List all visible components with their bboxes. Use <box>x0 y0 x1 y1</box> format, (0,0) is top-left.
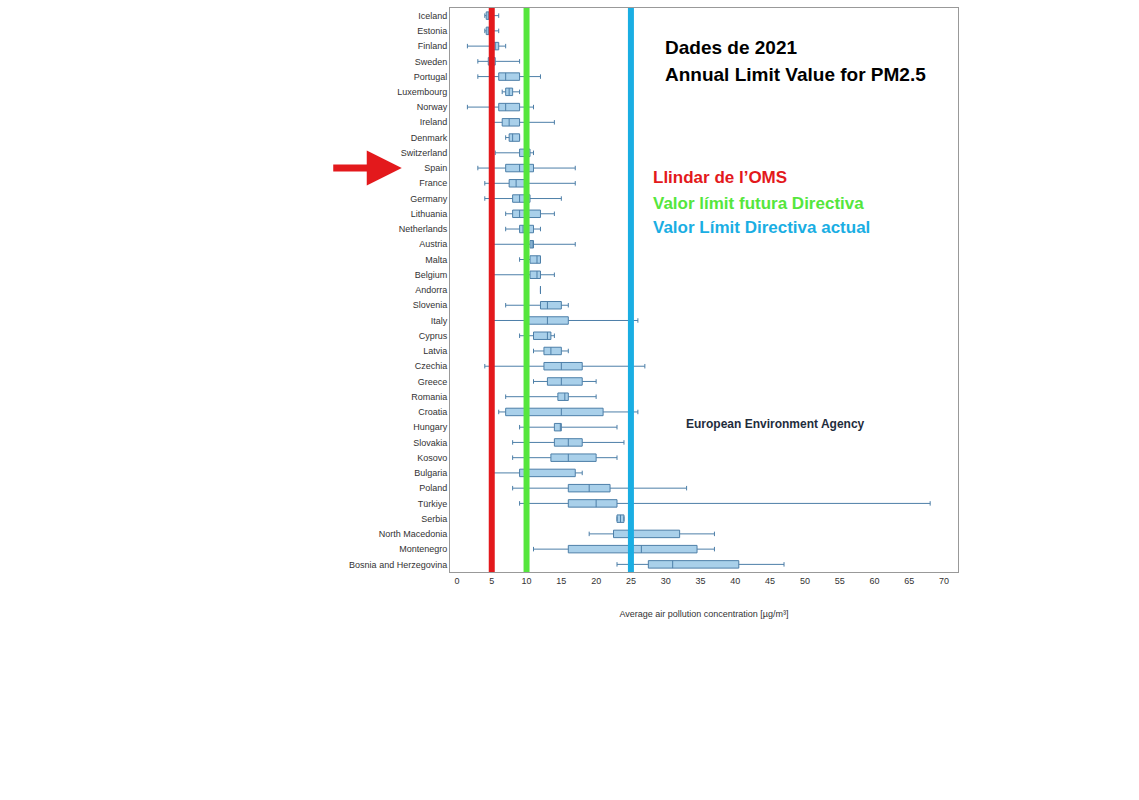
svg-text:Valor Límit Directiva actual: Valor Límit Directiva actual <box>653 218 870 237</box>
svg-text:10: 10 <box>522 576 532 586</box>
svg-text:Lithuania: Lithuania <box>411 209 448 219</box>
svg-text:50: 50 <box>800 576 810 586</box>
svg-text:Annual Limit Value for PM2.5: Annual Limit Value for PM2.5 <box>665 64 926 85</box>
svg-text:Denmark: Denmark <box>411 133 448 143</box>
svg-text:Serbia: Serbia <box>421 514 447 524</box>
svg-text:65: 65 <box>904 576 914 586</box>
svg-text:25: 25 <box>626 576 636 586</box>
svg-text:Andorra: Andorra <box>415 285 447 295</box>
svg-text:Ireland: Ireland <box>420 117 448 127</box>
svg-text:Norway: Norway <box>417 102 448 112</box>
svg-text:Cyprus: Cyprus <box>419 331 448 341</box>
svg-text:Portugal: Portugal <box>414 72 448 82</box>
svg-text:France: France <box>419 178 447 188</box>
svg-text:Montenegro: Montenegro <box>399 544 447 554</box>
svg-text:20: 20 <box>591 576 601 586</box>
svg-text:35: 35 <box>696 576 706 586</box>
svg-text:Croatia: Croatia <box>418 407 447 417</box>
svg-text:North Macedonia: North Macedonia <box>379 529 448 539</box>
svg-text:Spain: Spain <box>424 163 447 173</box>
svg-text:70: 70 <box>939 576 949 586</box>
svg-text:Valor límit futura Directiva: Valor límit futura Directiva <box>653 194 864 213</box>
svg-text:Germany: Germany <box>410 194 448 204</box>
svg-text:Greece: Greece <box>418 377 448 387</box>
svg-text:Estonia: Estonia <box>417 26 447 36</box>
svg-text:Romania: Romania <box>411 392 447 402</box>
svg-text:Luxembourg: Luxembourg <box>397 87 447 97</box>
svg-text:Czechia: Czechia <box>415 361 448 371</box>
svg-text:Dades de 2021: Dades de 2021 <box>665 37 797 58</box>
svg-text:60: 60 <box>869 576 879 586</box>
svg-text:0: 0 <box>454 576 459 586</box>
svg-text:Llindar de l’OMS: Llindar de l’OMS <box>653 168 787 187</box>
svg-text:15: 15 <box>556 576 566 586</box>
svg-text:European Environment Agency: European Environment Agency <box>686 417 865 431</box>
svg-text:Netherlands: Netherlands <box>399 224 448 234</box>
svg-text:Iceland: Iceland <box>418 11 447 21</box>
svg-text:Malta: Malta <box>425 255 447 265</box>
svg-text:Finland: Finland <box>418 41 448 51</box>
svg-text:Slovakia: Slovakia <box>413 438 447 448</box>
svg-text:45: 45 <box>765 576 775 586</box>
svg-text:Bulgaria: Bulgaria <box>414 468 447 478</box>
svg-text:Sweden: Sweden <box>415 57 448 67</box>
svg-text:Hungary: Hungary <box>413 422 448 432</box>
svg-text:40: 40 <box>730 576 740 586</box>
svg-text:Türkiye: Türkiye <box>418 499 448 509</box>
svg-text:30: 30 <box>661 576 671 586</box>
svg-text:Switzerland: Switzerland <box>401 148 448 158</box>
svg-text:Belgium: Belgium <box>415 270 448 280</box>
svg-text:Slovenia: Slovenia <box>413 300 448 310</box>
svg-text:Italy: Italy <box>431 316 448 326</box>
svg-text:5: 5 <box>489 576 494 586</box>
svg-text:Bosnia and Herzegovina: Bosnia and Herzegovina <box>349 560 447 570</box>
svg-text:Kosovo: Kosovo <box>417 453 447 463</box>
svg-text:Latvia: Latvia <box>423 346 447 356</box>
svg-text:Poland: Poland <box>419 483 447 493</box>
svg-text:Average air pollution concentr: Average air pollution concentration [µg/… <box>619 609 788 619</box>
svg-text:55: 55 <box>835 576 845 586</box>
svg-text:Austria: Austria <box>419 239 447 249</box>
